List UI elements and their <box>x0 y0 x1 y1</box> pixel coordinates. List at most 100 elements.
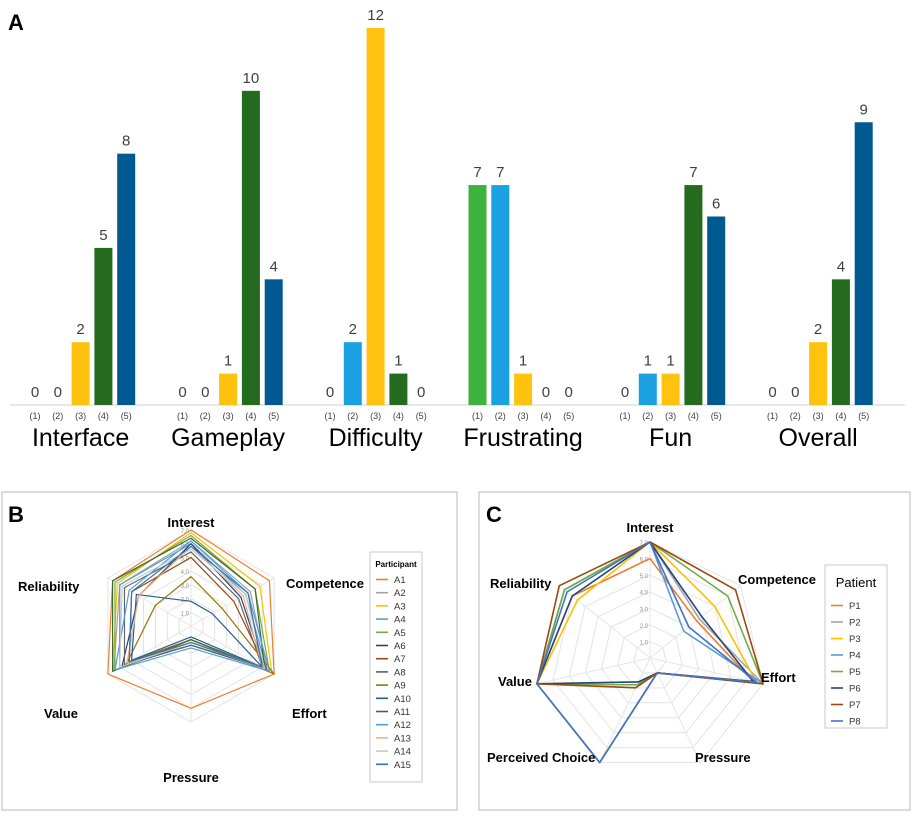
data-label-fun-3: 1 <box>666 353 674 370</box>
data-label-difficulty-1: 0 <box>326 384 334 401</box>
bar-difficulty-2 <box>343 342 362 405</box>
tick-label-frustrating-3: (3) <box>518 411 529 421</box>
data-label-overall-5: 9 <box>860 101 868 118</box>
data-label-overall-2: 0 <box>791 384 799 401</box>
tick-label-overall-2: (2) <box>790 411 801 421</box>
c-spoke-reliability <box>558 585 651 659</box>
bar-frustrating-3 <box>514 373 533 405</box>
c-legend-entry-p5: P5 <box>849 667 861 678</box>
panel-b-radar-chart: 1.02.03.04.05.06.07.0InterestCompetenceE… <box>18 515 423 785</box>
tick-label-gameplay-2: (2) <box>200 411 211 421</box>
c-ring-label-1: 1.0 <box>640 640 649 646</box>
c-legend-entry-p1: P1 <box>849 601 861 612</box>
category-label-gameplay: Gameplay <box>171 424 285 452</box>
tick-label-frustrating-2: (2) <box>495 411 506 421</box>
bar-difficulty-4 <box>389 373 408 405</box>
c-gridline-ring-1 <box>633 640 667 674</box>
tick-label-frustrating-4: (4) <box>540 411 551 421</box>
tick-label-difficulty-1: (1) <box>325 411 336 421</box>
category-label-overall: Overall <box>779 424 858 452</box>
bar-gameplay-5 <box>264 279 283 405</box>
tick-label-difficulty-2: (2) <box>347 411 358 421</box>
b-series-a11 <box>112 537 266 672</box>
c-legend-entry-p4: P4 <box>849 651 861 662</box>
tick-label-overall-4: (4) <box>835 411 846 421</box>
c-gridline-ring-5 <box>568 574 732 734</box>
tick-label-gameplay-4: (4) <box>245 411 256 421</box>
bar-overall-4 <box>831 279 850 405</box>
data-label-gameplay-5: 4 <box>270 258 278 275</box>
bar-difficulty-3 <box>366 28 385 405</box>
panel-a-label: A <box>8 10 24 35</box>
bar-fun-4 <box>684 185 703 405</box>
b-legend-entry-a2: A2 <box>394 588 406 599</box>
data-label-overall-1: 0 <box>768 384 776 401</box>
data-label-gameplay-2: 0 <box>201 384 209 401</box>
tick-label-gameplay-1: (1) <box>177 411 188 421</box>
c-ring-label-2: 2.0 <box>640 624 649 630</box>
b-legend-entry-a6: A6 <box>394 641 406 652</box>
b-series-a10 <box>131 593 263 668</box>
b-ring-label-4: 4.0 <box>181 570 190 576</box>
tick-label-interface-3: (3) <box>75 411 86 421</box>
tick-label-fun-3: (3) <box>665 411 676 421</box>
b-ring-label-1: 1.0 <box>181 611 190 617</box>
b-axis-label-competence: Competence <box>286 576 364 591</box>
data-label-fun-4: 7 <box>689 164 697 181</box>
tick-label-interface-5: (5) <box>121 411 132 421</box>
data-label-frustrating-3: 1 <box>519 353 527 370</box>
c-spoke-effort <box>649 657 764 685</box>
b-legend-entry-a10: A10 <box>394 694 411 705</box>
b-ring-label-5: 5.0 <box>181 556 190 562</box>
b-axis-label-reliability: Reliability <box>18 579 80 594</box>
c-series-p8 <box>536 541 758 764</box>
b-legend-title: Participant <box>375 560 417 569</box>
data-label-interface-5: 8 <box>122 133 130 150</box>
b-ring-label-7: 7.0 <box>181 529 190 535</box>
category-label-fun: Fun <box>649 424 692 452</box>
tick-label-interface-4: (4) <box>98 411 109 421</box>
c-axis-label-pressure: Pressure <box>695 750 751 765</box>
data-label-difficulty-2: 2 <box>349 321 357 338</box>
tick-label-interface-2: (2) <box>52 411 63 421</box>
data-label-interface-3: 2 <box>76 321 84 338</box>
b-series-a15 <box>128 545 263 668</box>
data-label-frustrating-2: 7 <box>496 164 504 181</box>
b-legend-entry-a13: A13 <box>394 733 411 744</box>
b-axis-label-interest: Interest <box>168 515 216 530</box>
tick-label-fun-2: (2) <box>642 411 653 421</box>
c-axis-label-interest: Interest <box>627 520 675 535</box>
data-label-interface-2: 0 <box>54 384 62 401</box>
panel-a-bar-chart: 0 (1) 0 (2) 2 (3) 5 (4) 8 (5) Interface 0 (1) 0 (2) 1 (3… <box>10 7 905 452</box>
c-legend-entry-p3: P3 <box>849 634 861 645</box>
b-axis-label-effort: Effort <box>292 706 327 721</box>
b-legend-entry-a5: A5 <box>394 628 406 639</box>
c-ring-label-4: 4.0 <box>640 591 649 597</box>
tick-label-difficulty-4: (4) <box>393 411 404 421</box>
data-label-difficulty-3: 12 <box>367 7 384 24</box>
bar-interface-4 <box>94 247 113 405</box>
bar-overall-5 <box>854 122 873 405</box>
bar-gameplay-3 <box>219 373 238 405</box>
tick-label-difficulty-5: (5) <box>416 411 427 421</box>
panel-c-radar-chart: 1.02.03.04.05.06.07.0InterestCompetenceE… <box>487 520 888 765</box>
data-label-frustrating-4: 0 <box>542 384 550 401</box>
data-label-difficulty-4: 1 <box>394 353 402 370</box>
b-axis-label-value: Value <box>44 706 78 721</box>
c-legend-entry-p6: P6 <box>849 684 861 695</box>
c-spoke-perceived-choice <box>599 657 651 763</box>
c-spoke-pressure <box>649 657 701 763</box>
b-legend-entry-a1: A1 <box>394 575 406 586</box>
b-series-a8 <box>123 551 263 668</box>
category-label-interface: Interface <box>32 424 129 452</box>
c-spoke-value <box>536 657 651 685</box>
tick-label-overall-5: (5) <box>858 411 869 421</box>
c-axis-label-value: Value <box>498 674 532 689</box>
bar-fun-2 <box>638 373 657 405</box>
data-label-gameplay-1: 0 <box>178 384 186 401</box>
tick-label-fun-1: (1) <box>620 411 631 421</box>
c-gridline-ring-3 <box>600 607 700 704</box>
b-legend-box <box>369 551 423 783</box>
c-series-p7 <box>536 541 764 689</box>
tick-label-overall-3: (3) <box>813 411 824 421</box>
